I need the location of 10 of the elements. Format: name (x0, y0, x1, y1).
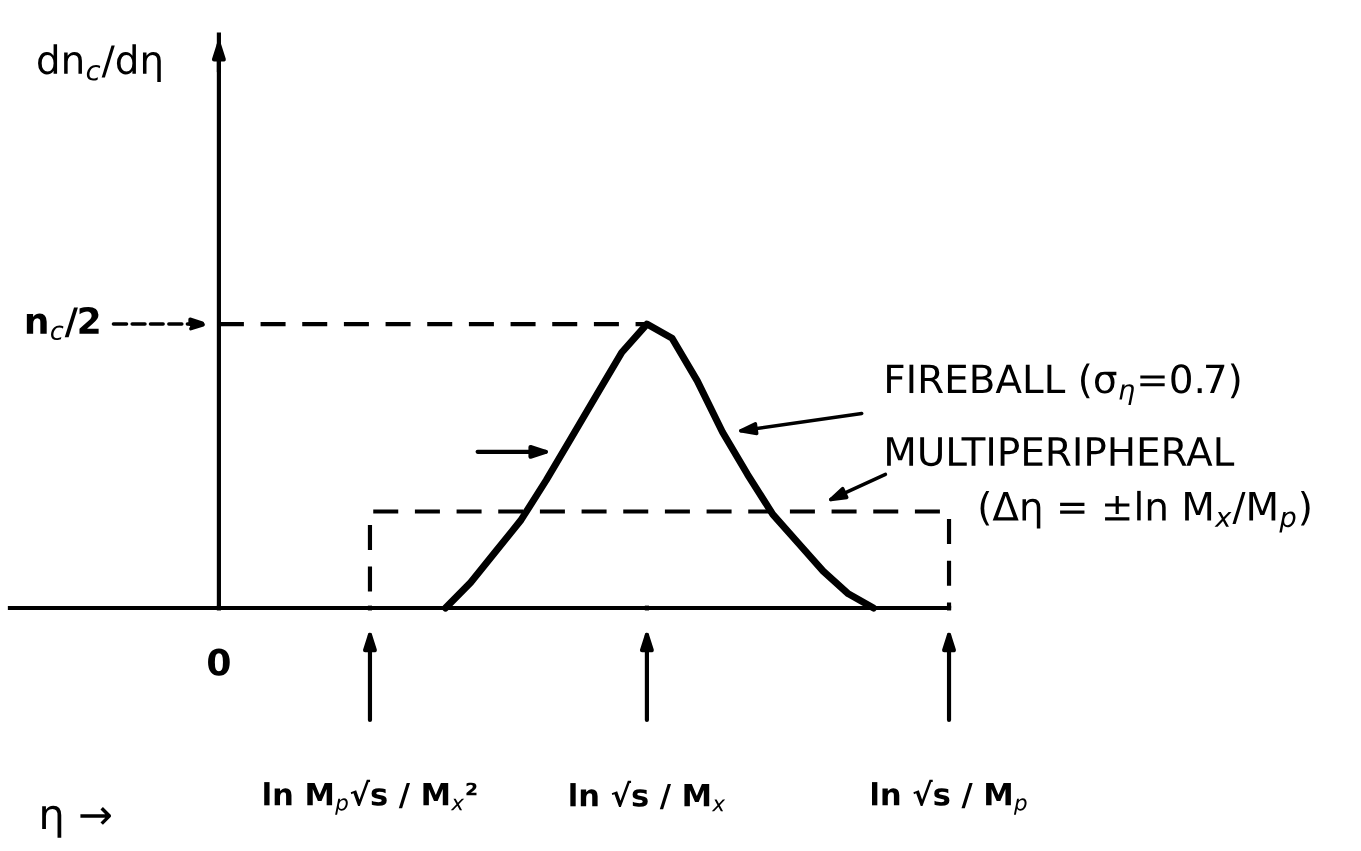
ref-line-label: n$_{c}$/2 (26, 306, 99, 341)
x-axis-title: η → (42, 805, 111, 838)
x-tick-label: ln √s / M$_{p}$ (872, 779, 1027, 815)
x-tick-label: ln √s / M$_{x}$ (570, 780, 726, 812)
annotation: MULTIPERIPHERAL (887, 437, 1235, 467)
x-tick-label: ln M$_{p}$√s / M$_{x}$² (264, 779, 477, 815)
x-tick-label: 0 (208, 648, 230, 676)
text: dn$_{c}$/dη (38, 44, 161, 82)
annotation: FIREBALL (σ$_{η}$=0.7) (887, 363, 1240, 406)
text: (Δη = ±ln M$_{x}$/M$_{p}$) (980, 490, 1310, 533)
